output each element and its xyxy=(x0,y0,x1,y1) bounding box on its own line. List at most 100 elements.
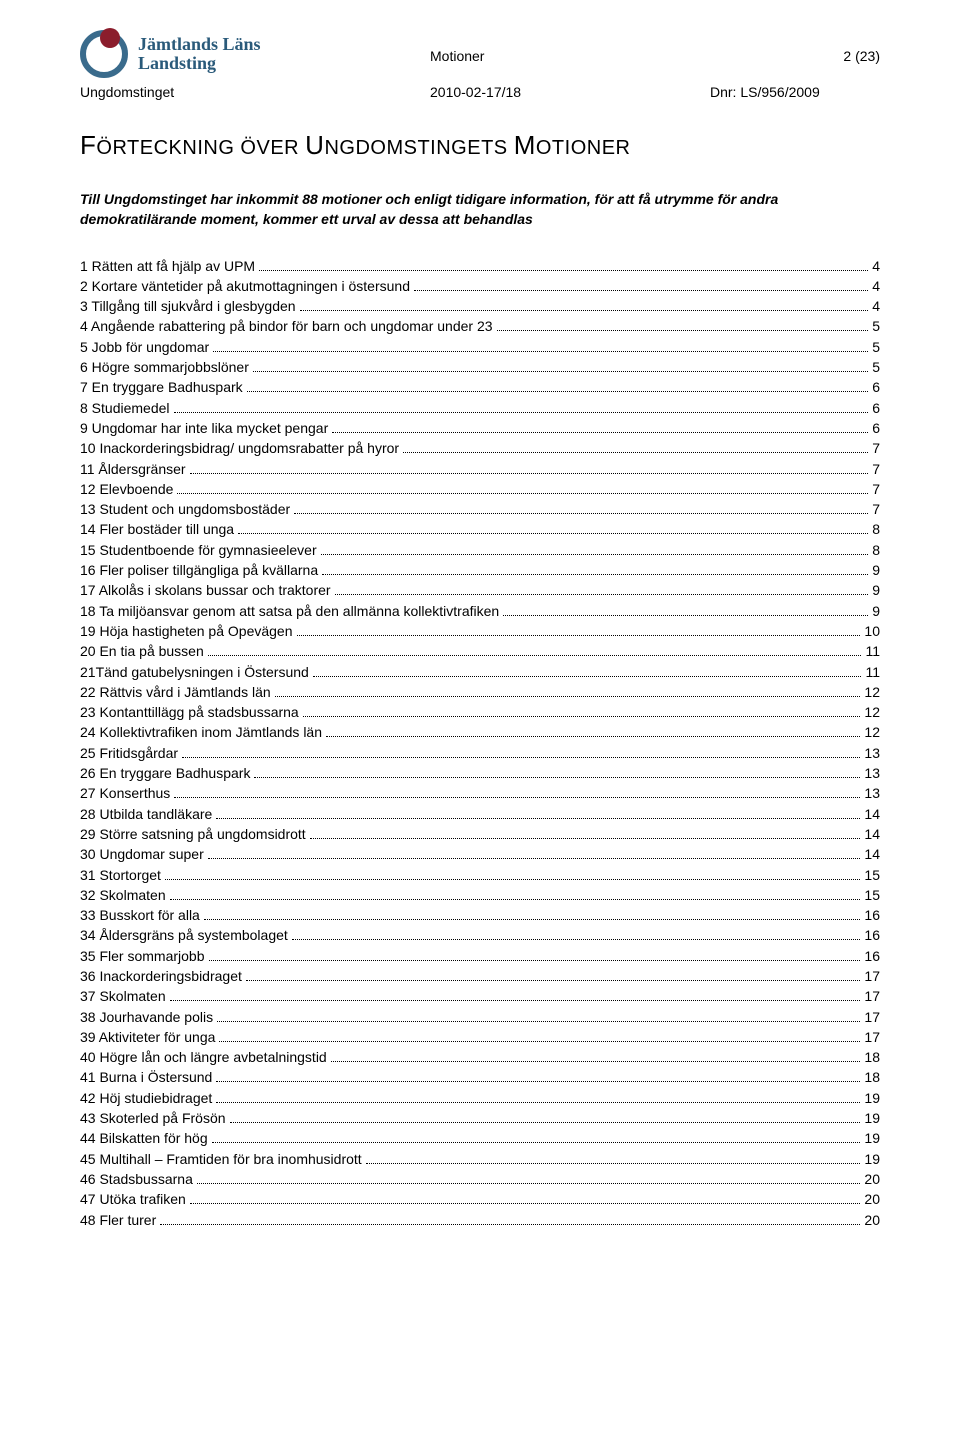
toc-dots xyxy=(294,503,868,514)
toc-label: 27 Konserthus xyxy=(80,783,170,803)
toc-page: 5 xyxy=(872,316,880,336)
toc-row: 4 Angående rabattering på bindor för bar… xyxy=(80,316,880,336)
toc-dots xyxy=(182,747,860,758)
toc-label: 18 Ta miljöansvar genom att satsa på den… xyxy=(80,601,499,621)
toc-dots xyxy=(414,280,868,291)
toc-row: 8 Studiemedel6 xyxy=(80,398,880,418)
toc-label: 34 Åldersgräns på systembolaget xyxy=(80,925,288,945)
toc-page: 16 xyxy=(864,905,880,925)
toc-dots xyxy=(174,787,860,798)
toc-row: 25 Fritidsgårdar13 xyxy=(80,743,880,763)
toc-page: 17 xyxy=(864,966,880,986)
toc-label: 28 Utbilda tandläkare xyxy=(80,804,212,824)
toc-dots xyxy=(170,889,861,900)
toc-row: 18 Ta miljöansvar genom att satsa på den… xyxy=(80,601,880,621)
toc-row: 30 Ungdomar super 14 xyxy=(80,844,880,864)
toc-label: 12 Elevboende xyxy=(80,479,173,499)
toc-row: 13 Student och ungdomsbostäder7 xyxy=(80,499,880,519)
toc-row: 29 Större satsning på ungdomsidrott14 xyxy=(80,824,880,844)
toc-dots xyxy=(275,686,861,697)
toc-label: 19 Höja hastigheten på Opevägen xyxy=(80,621,293,641)
toc-row: 3 Tillgång till sjukvård i glesbygden4 xyxy=(80,296,880,316)
toc-page: 11 xyxy=(865,662,880,682)
toc-row: 35 Fler sommarjobb16 xyxy=(80,946,880,966)
toc-dots xyxy=(332,422,868,433)
toc-page: 4 xyxy=(872,256,880,276)
table-of-contents: 1 Rätten att få hjälp av UPM42 Kortare v… xyxy=(80,256,880,1230)
toc-page: 19 xyxy=(864,1108,880,1128)
doc-title: Motioner xyxy=(430,48,484,64)
toc-dots xyxy=(322,564,868,575)
toc-label: 32 Skolmaten xyxy=(80,885,166,905)
toc-page: 16 xyxy=(864,946,880,966)
toc-dots xyxy=(310,828,861,839)
toc-row: 47 Utöka trafiken20 xyxy=(80,1189,880,1209)
toc-page: 19 xyxy=(864,1088,880,1108)
toc-page: 12 xyxy=(864,722,880,742)
toc-page: 18 xyxy=(864,1047,880,1067)
toc-row: 33 Busskort för alla 16 xyxy=(80,905,880,925)
toc-row: 45 Multihall – Framtiden för bra inomhus… xyxy=(80,1149,880,1169)
toc-row: 31 Stortorget15 xyxy=(80,865,880,885)
toc-page: 12 xyxy=(864,702,880,722)
toc-page: 7 xyxy=(872,459,880,479)
page-header: Jämtlands Läns Landsting Motioner 2 (23) xyxy=(80,30,880,78)
org-line1: Jämtlands Läns xyxy=(138,35,261,54)
intro-paragraph: Till Ungdomstinget har inkommit 88 motio… xyxy=(80,189,880,230)
toc-page: 9 xyxy=(872,601,880,621)
toc-page: 20 xyxy=(864,1189,880,1209)
toc-dots xyxy=(297,625,861,636)
toc-row: 32 Skolmaten15 xyxy=(80,885,880,905)
toc-label: 8 Studiemedel xyxy=(80,398,170,418)
toc-page: 18 xyxy=(864,1067,880,1087)
toc-label: 11 Åldersgränser xyxy=(80,459,186,479)
toc-row: 34 Åldersgräns på systembolaget16 xyxy=(80,925,880,945)
toc-dots xyxy=(197,1173,861,1184)
toc-row: 48 Fler turer20 xyxy=(80,1210,880,1230)
toc-label: 17 Alkolås i skolans bussar och traktore… xyxy=(80,580,331,600)
toc-dots xyxy=(219,1031,860,1042)
dnr: Dnr: LS/956/2009 xyxy=(710,84,880,100)
toc-label: 45 Multihall – Framtiden för bra inomhus… xyxy=(80,1149,362,1169)
toc-page: 14 xyxy=(864,844,880,864)
toc-label: 33 Busskort för alla xyxy=(80,905,200,925)
toc-dots xyxy=(217,1010,860,1021)
toc-page: 17 xyxy=(864,1027,880,1047)
toc-label: 29 Större satsning på ungdomsidrott xyxy=(80,824,306,844)
toc-label: 46 Stadsbussarna xyxy=(80,1169,193,1189)
toc-page: 7 xyxy=(872,499,880,519)
toc-row: 27 Konserthus13 xyxy=(80,783,880,803)
subheader: Ungdomstinget 2010-02-17/18 Dnr: LS/956/… xyxy=(80,84,880,100)
toc-dots xyxy=(213,341,868,352)
toc-dots xyxy=(253,361,868,372)
toc-label: 4 Angående rabattering på bindor för bar… xyxy=(80,316,493,336)
toc-dots xyxy=(403,442,868,453)
toc-dots xyxy=(254,767,860,778)
org-name: Jämtlands Läns Landsting xyxy=(138,35,261,73)
toc-dots xyxy=(190,462,869,473)
toc-label: 22 Rättvis vård i Jämtlands län xyxy=(80,682,271,702)
toc-page: 20 xyxy=(864,1169,880,1189)
toc-row: 17 Alkolås i skolans bussar och traktore… xyxy=(80,580,880,600)
toc-page: 12 xyxy=(864,682,880,702)
toc-page: 4 xyxy=(872,276,880,296)
toc-label: 25 Fritidsgårdar xyxy=(80,743,178,763)
toc-page: 8 xyxy=(872,519,880,539)
toc-row: 2 Kortare väntetider på akutmottagningen… xyxy=(80,276,880,296)
toc-label: 31 Stortorget xyxy=(80,865,161,885)
toc-label: 10 Inackorderingsbidrag/ ungdomsrabatter… xyxy=(80,438,399,458)
toc-row: 22 Rättvis vård i Jämtlands län 12 xyxy=(80,682,880,702)
toc-label: 30 Ungdomar super xyxy=(80,844,204,864)
toc-page: 13 xyxy=(864,763,880,783)
toc-row: 6 Högre sommarjobbslöner5 xyxy=(80,357,880,377)
toc-dots xyxy=(208,848,861,859)
toc-dots xyxy=(335,584,869,595)
toc-dots xyxy=(212,1132,861,1143)
toc-page: 7 xyxy=(872,479,880,499)
toc-dots xyxy=(366,1152,861,1163)
toc-row: 1 Rätten att få hjälp av UPM4 xyxy=(80,256,880,276)
toc-page: 19 xyxy=(864,1128,880,1148)
toc-page: 9 xyxy=(872,580,880,600)
toc-row: 12 Elevboende 7 xyxy=(80,479,880,499)
toc-page: 17 xyxy=(864,1007,880,1027)
